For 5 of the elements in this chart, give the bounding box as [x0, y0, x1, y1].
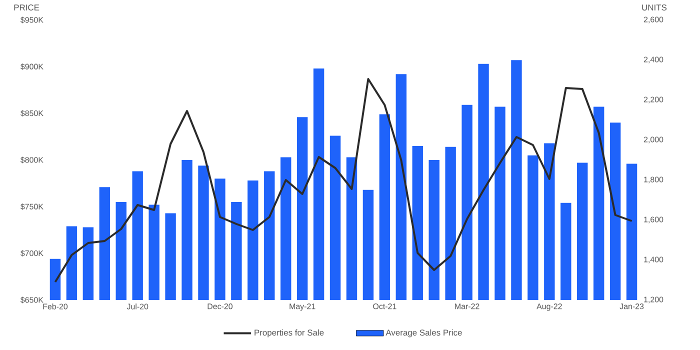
legend-label: Properties for Sale — [254, 329, 324, 338]
y2-axis-title: UNITS — [642, 4, 667, 10]
y-axis-title: PRICE — [14, 4, 40, 10]
line-series — [54, 78, 633, 283]
legend-label: Average Sales Price — [386, 329, 462, 338]
